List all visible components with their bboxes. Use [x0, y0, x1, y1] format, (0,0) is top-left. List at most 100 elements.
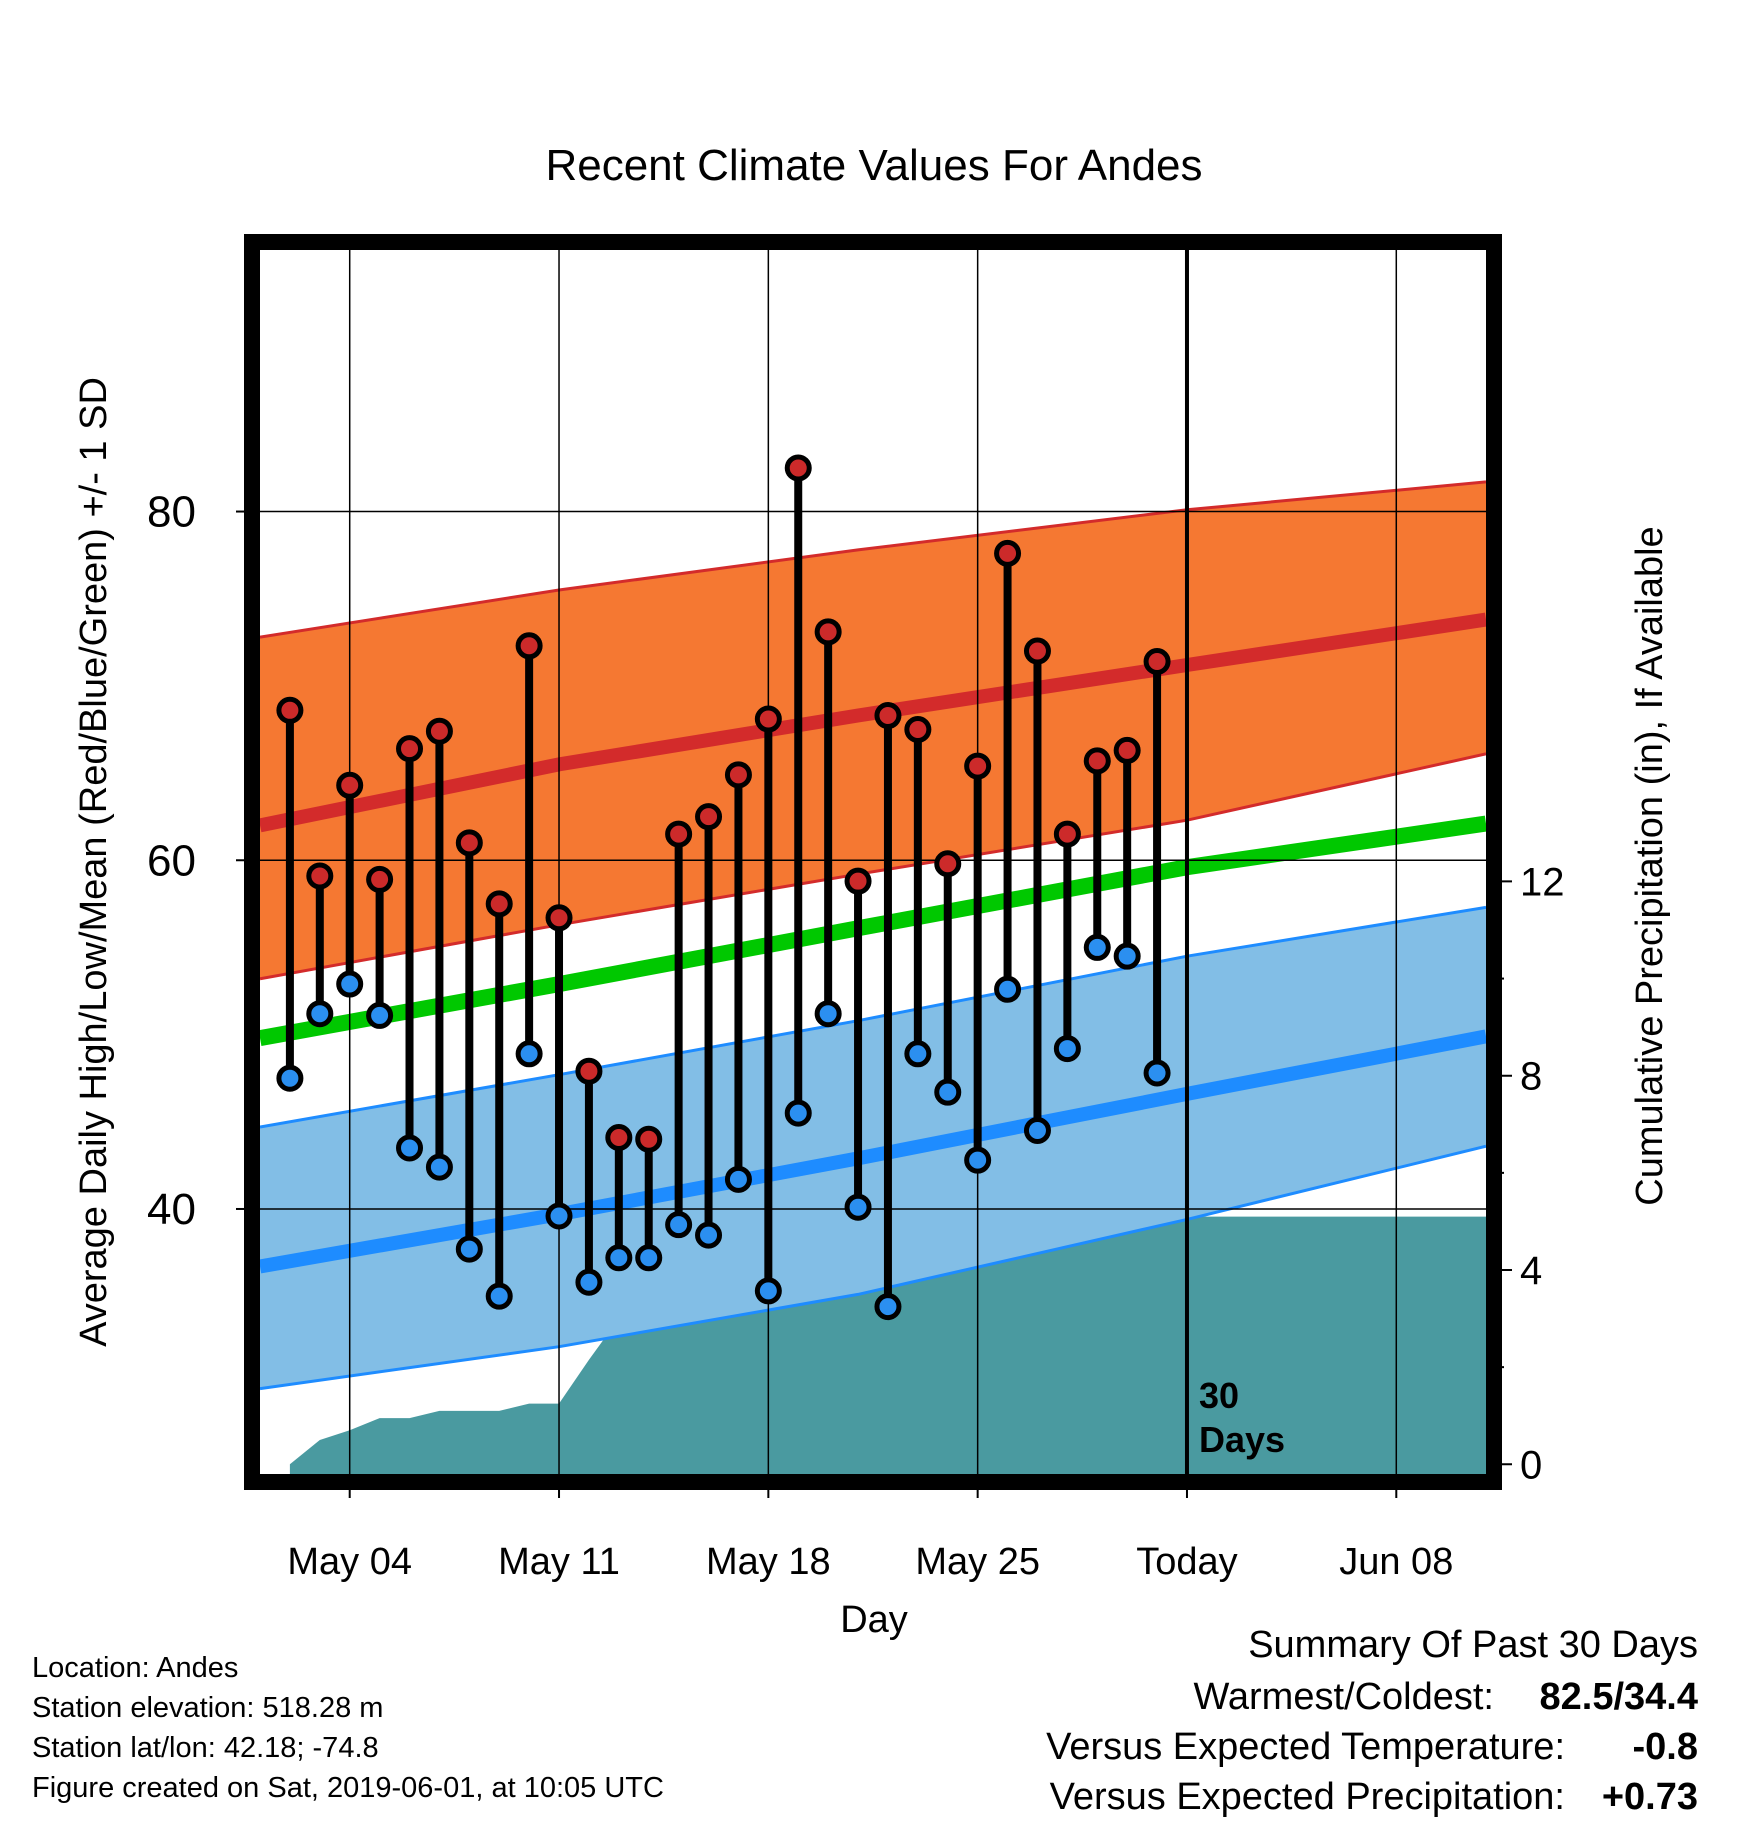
info-latlon: Station lat/lon: 42.18; -74.8 [32, 1732, 379, 1764]
daily-low-point [904, 1040, 932, 1068]
daily-high-point [874, 702, 902, 730]
info-elevation: Station elevation: 518.28 m [32, 1692, 383, 1724]
daily-low-point [1143, 1059, 1171, 1087]
x-tick-label: May 11 [498, 1541, 620, 1583]
daily-high-point [366, 865, 394, 893]
daily-high-point [635, 1125, 663, 1153]
summary-temp-label: Versus Expected Temperature: [1046, 1726, 1565, 1768]
daily-low-point [724, 1165, 752, 1193]
daily-low-point [814, 1000, 842, 1028]
plot-frame [244, 234, 1502, 1490]
daily-high-point [276, 696, 304, 724]
y-axis-label: Average Daily High/Low/Mean (Red/Blue/Gr… [73, 377, 115, 1347]
daily-low-point [934, 1078, 962, 1106]
daily-low-point [515, 1040, 543, 1068]
daily-low-point [1083, 933, 1111, 961]
summary-precip-value: +0.73 [1602, 1776, 1698, 1818]
daily-low-point [396, 1134, 424, 1162]
daily-high-point [784, 454, 812, 482]
daily-high-point [425, 717, 453, 745]
daily-range-bars [276, 454, 1171, 1321]
normal-bands [260, 480, 1486, 1474]
daily-low-point [455, 1235, 483, 1263]
daily-high-point [695, 803, 723, 831]
daily-low-point [1053, 1035, 1081, 1063]
daily-low-point [874, 1293, 902, 1321]
daily-high-point [1083, 747, 1111, 775]
daily-high-point [814, 618, 842, 646]
today-label-days: Days [1199, 1419, 1285, 1460]
daily-low-point [844, 1193, 872, 1221]
info-created: Figure created on Sat, 2019-06-01, at 10… [32, 1772, 664, 1804]
y-tick-label: 40 [147, 1185, 196, 1234]
daily-high-point [455, 829, 483, 857]
axes: 40 60 80 0 4 8 12 May 04 May 11 May 18 May 25 Today… [147, 234, 1565, 1583]
daily-high-point [605, 1123, 633, 1151]
y2-tick-label: 12 [1520, 860, 1565, 904]
x-tick-label: May 18 [706, 1541, 831, 1583]
daily-high-point [336, 771, 364, 799]
chart-title: Recent Climate Values For Andes [545, 141, 1202, 190]
x-tick-label: May 04 [287, 1541, 412, 1583]
daily-low-point [1023, 1117, 1051, 1145]
daily-low-point [784, 1099, 812, 1127]
high-upper-line [260, 480, 1486, 639]
high-mean-line [260, 612, 1486, 833]
y2-tick-label: 0 [1520, 1443, 1542, 1487]
daily-low-point [994, 975, 1022, 1003]
daily-high-point [904, 715, 932, 743]
daily-low-point [964, 1146, 992, 1174]
info-location: Location: Andes [32, 1652, 238, 1684]
daily-high-point [306, 862, 334, 890]
daily-low-point [575, 1268, 603, 1296]
daily-high-point [1053, 820, 1081, 848]
daily-low-point [1113, 942, 1141, 970]
daily-high-point [575, 1057, 603, 1085]
x-tick-label: Jun 08 [1339, 1541, 1453, 1583]
daily-high-point [724, 761, 752, 789]
y2-tick-label: 4 [1520, 1249, 1542, 1293]
summary-precip-label: Versus Expected Precipitation: [1050, 1776, 1565, 1818]
daily-low-point [635, 1244, 663, 1272]
daily-high-point [844, 867, 872, 895]
daily-low-point [336, 970, 364, 998]
daily-high-point [1143, 647, 1171, 675]
daily-low-point [425, 1153, 453, 1181]
daily-high-point [1023, 637, 1051, 665]
daily-low-point [605, 1244, 633, 1272]
y-tick-label: 60 [147, 836, 196, 885]
daily-low-point [695, 1221, 723, 1249]
daily-high-point [396, 735, 424, 763]
daily-high-point [545, 904, 573, 932]
daily-low-point [306, 1000, 334, 1028]
x-axis-label: Day [840, 1599, 908, 1641]
daily-high-point [994, 539, 1022, 567]
daily-low-point [276, 1064, 304, 1092]
daily-low-point [665, 1211, 693, 1239]
x-tick-label: May 25 [915, 1541, 1040, 1583]
high-sd-band [260, 481, 1486, 979]
x-tick-label: Today [1136, 1541, 1237, 1583]
low-lower-line [260, 1144, 1486, 1391]
y2-axis-label: Cumulative Precipitation (in), If Availa… [1629, 526, 1671, 1205]
y-tick-label: 80 [147, 488, 196, 537]
summary-temp-value: -0.8 [1633, 1726, 1698, 1768]
summary-heading: Summary Of Past 30 Days [1248, 1624, 1698, 1666]
daily-high-point [485, 890, 513, 918]
daily-high-point [934, 850, 962, 878]
daily-high-point [665, 820, 693, 848]
daily-low-point [754, 1277, 782, 1305]
daily-high-point [515, 632, 543, 660]
low-sd-band [260, 907, 1486, 1389]
daily-low-point [485, 1282, 513, 1310]
daily-low-point [366, 1001, 394, 1029]
today-label-number: 30 [1199, 1375, 1239, 1416]
daily-low-point [545, 1202, 573, 1230]
summary-warmest-value: 82.5/34.4 [1540, 1676, 1698, 1718]
daily-high-point [964, 752, 992, 780]
plot-area [260, 250, 1486, 1474]
daily-high-point [1113, 736, 1141, 764]
summary-warmest-label: Warmest/Coldest: [1193, 1676, 1494, 1718]
y2-tick-label: 8 [1520, 1055, 1542, 1099]
